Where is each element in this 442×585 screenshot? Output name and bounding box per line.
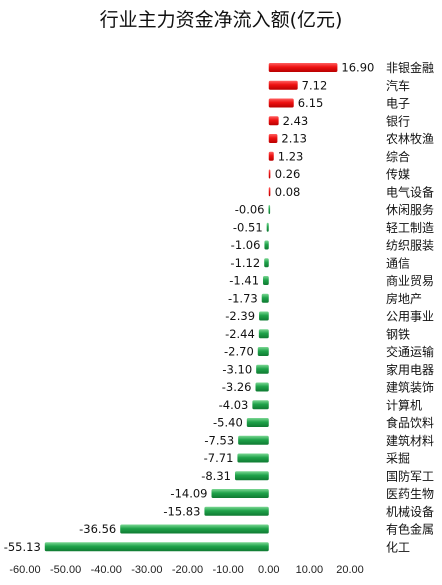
category-label-5: 农林牧渔 — [386, 132, 434, 146]
bar-15 — [259, 311, 269, 321]
x-tick-label-3: -40.00 — [91, 564, 122, 576]
value-label-12: -1.12 — [230, 256, 260, 270]
value-label-6: 1.23 — [278, 149, 304, 163]
category-label-4: 银行 — [386, 114, 410, 128]
x-tick-label-8: 10.00 — [296, 564, 324, 576]
bar-24 — [234, 471, 269, 481]
category-label-11: 纺织服装 — [386, 239, 434, 253]
value-label-13: -1.41 — [229, 274, 259, 288]
value-label-27: -36.56 — [79, 522, 116, 536]
x-tick-label-5: -20.00 — [172, 564, 203, 576]
bar-1 — [268, 63, 338, 72]
x-tick-label-7: 0.00 — [258, 564, 279, 576]
category-label-2: 汽车 — [386, 78, 410, 93]
category-label-15: 公用事业 — [386, 310, 434, 324]
bar-18 — [256, 364, 269, 374]
bar-27 — [120, 524, 269, 534]
category-label-26: 机械设备 — [386, 504, 434, 519]
value-label-21: -5.40 — [213, 416, 243, 430]
chart-title: 行业主力资金净流入额(亿元) — [100, 9, 343, 31]
value-label-14: -1.73 — [228, 291, 258, 305]
bar-13 — [263, 276, 269, 285]
value-label-4: 2.43 — [283, 114, 309, 128]
bar-26 — [204, 506, 269, 516]
x-tick-label-4: -30.00 — [131, 564, 162, 576]
bar-4 — [268, 116, 279, 126]
category-label-25: 医药生物 — [386, 487, 434, 501]
value-label-1: 16.90 — [341, 61, 374, 75]
category-label-27: 有色金属 — [386, 522, 434, 537]
bar-22 — [238, 435, 269, 445]
bar-11 — [264, 240, 269, 250]
value-label-22: -7.53 — [204, 433, 234, 447]
value-label-2: 7.12 — [302, 78, 328, 92]
bar-25 — [211, 489, 269, 498]
value-label-8: 0.08 — [275, 185, 301, 199]
category-label-24: 国防军工 — [386, 468, 434, 483]
bars-layer — [44, 63, 338, 552]
bar-6 — [268, 151, 274, 161]
value-label-26: -15.83 — [163, 504, 200, 518]
bar-3 — [268, 98, 294, 108]
bar-28 — [44, 542, 269, 552]
value-label-5: 2.13 — [281, 132, 307, 146]
category-label-7: 传媒 — [386, 167, 410, 182]
category-label-17: 交通运输 — [386, 344, 434, 359]
value-label-20: -4.03 — [219, 398, 249, 412]
category-label-10: 轻工制造 — [386, 221, 434, 235]
bar-9 — [268, 205, 271, 214]
bar-23 — [237, 453, 269, 463]
category-label-1: 非银金融 — [386, 60, 434, 75]
category-label-18: 家用电器 — [386, 362, 434, 377]
bar-21 — [246, 418, 269, 427]
value-label-15: -2.39 — [225, 309, 255, 323]
value-label-23: -7.71 — [204, 451, 234, 465]
value-label-28: -55.13 — [4, 540, 41, 554]
bar-8 — [268, 187, 271, 197]
value-label-16: -2.44 — [225, 327, 255, 341]
category-label-22: 建筑材料 — [386, 433, 434, 448]
category-label-6: 综合 — [386, 149, 410, 164]
category-label-23: 采掘 — [386, 451, 410, 466]
bar-10 — [266, 222, 269, 232]
bar-20 — [252, 400, 269, 410]
category-label-12: 通信 — [386, 256, 410, 270]
value-labels-layer: 16.90 7.12 6.15 2.43 2.13 1.23 0.26 0.08 -0.06 -0… — [4, 61, 375, 554]
category-label-3: 电子 — [386, 97, 410, 111]
value-label-25: -14.09 — [170, 487, 207, 501]
bar-19 — [255, 382, 269, 392]
x-tick-label-6: -10.00 — [213, 564, 244, 576]
value-label-19: -3.26 — [222, 380, 252, 394]
value-label-9: -0.06 — [235, 203, 265, 217]
category-label-19: 建筑装饰 — [386, 380, 434, 395]
bar-17 — [257, 347, 269, 356]
category-label-13: 商业贸易 — [386, 273, 434, 288]
category-label-16: 钢铁 — [386, 327, 410, 341]
value-label-11: -1.06 — [231, 238, 261, 252]
value-label-3: 6.15 — [298, 96, 324, 110]
category-label-28: 化工 — [386, 540, 410, 554]
value-label-17: -2.70 — [224, 345, 254, 359]
bar-16 — [258, 329, 269, 339]
bar-14 — [261, 293, 269, 303]
category-label-21: 食品饮料 — [386, 415, 434, 430]
category-label-20: 计算机 — [386, 397, 422, 412]
bar-2 — [268, 80, 298, 90]
value-label-10: -0.51 — [233, 220, 263, 234]
x-tick-label-2: -50.00 — [50, 564, 81, 576]
bar-7 — [268, 169, 271, 179]
category-label-14: 房地产 — [386, 291, 422, 306]
x-axis-ticks-layer: -60.00 -50.00 -40.00 -30.00 -20.00 -10.00 0.00… — [9, 564, 363, 576]
value-label-24: -8.31 — [201, 469, 231, 483]
category-label-8: 电气设备 — [386, 184, 434, 199]
x-tick-label-1: -60.00 — [9, 564, 40, 576]
value-label-18: -3.10 — [222, 362, 252, 376]
value-label-7: 0.26 — [275, 167, 301, 181]
category-label-9: 休闲服务 — [386, 202, 434, 217]
bar-12 — [264, 258, 269, 268]
category-labels-layer: 非银金融汽车电子银行农林牧渔综合传媒电气设备休闲服务轻工制造纺织服装通信商业贸易… — [386, 60, 434, 554]
x-tick-label-9: 20.00 — [336, 564, 364, 576]
bar-5 — [268, 134, 278, 143]
